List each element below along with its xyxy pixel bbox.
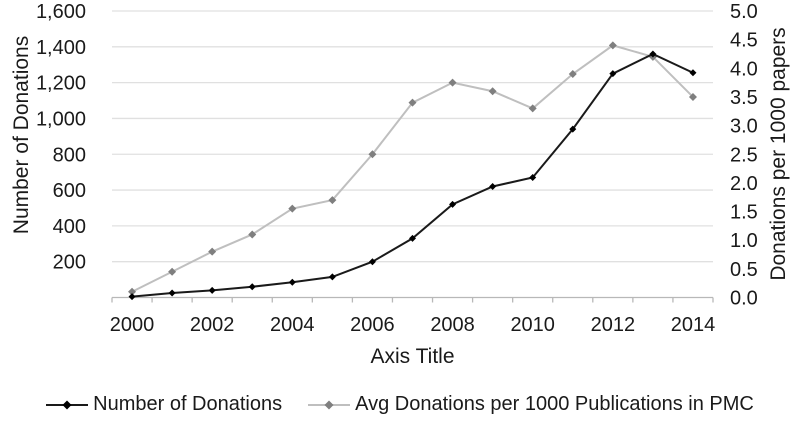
svg-text:3.5: 3.5 xyxy=(730,87,758,109)
legend-item-2: Avg Donations per 1000 Publications in P… xyxy=(308,393,754,416)
svg-text:200: 200 xyxy=(53,252,86,274)
svg-text:4.5: 4.5 xyxy=(730,30,758,52)
right-axis-title: Donations per 1000 papers xyxy=(767,27,790,281)
legend-item-label: Avg Donations per 1000 Publications in P… xyxy=(355,393,754,415)
svg-text:1,600: 1,600 xyxy=(36,1,86,23)
svg-text:3.0: 3.0 xyxy=(730,116,758,138)
svg-text:600: 600 xyxy=(53,180,86,202)
svg-text:1.5: 1.5 xyxy=(730,202,758,224)
legend-marker-icon xyxy=(46,400,89,409)
svg-text:2.5: 2.5 xyxy=(730,144,758,166)
left-axis-title: Number of Donations xyxy=(10,35,33,235)
svg-text:2002: 2002 xyxy=(190,314,235,336)
series-layer xyxy=(128,41,697,301)
x-axis-title: Axis Title xyxy=(370,345,455,368)
svg-text:1,400: 1,400 xyxy=(36,37,86,59)
svg-text:2000: 2000 xyxy=(110,314,155,336)
svg-text:2.0: 2.0 xyxy=(730,173,758,195)
x-axis-tick-labels: 2000 2002 2004 2006 2008 2010 2012 2014 xyxy=(110,314,715,336)
legend-item-label: Number of Donations xyxy=(93,393,283,415)
left-axis-tick-labels: 200 400 600 800 1,000 1,200 1,400 1,600 xyxy=(36,1,86,274)
svg-text:1.0: 1.0 xyxy=(730,230,758,252)
legend-marker-icon xyxy=(308,400,351,409)
legend: Number of Donations Avg Donations per 100… xyxy=(0,393,800,416)
svg-text:2014: 2014 xyxy=(671,314,716,336)
series-2 xyxy=(128,41,697,296)
svg-text:2008: 2008 xyxy=(430,314,475,336)
svg-text:800: 800 xyxy=(53,144,86,166)
svg-text:0.0: 0.0 xyxy=(730,288,758,310)
svg-text:1,000: 1,000 xyxy=(36,108,86,130)
svg-text:0.5: 0.5 xyxy=(730,259,758,281)
svg-text:2012: 2012 xyxy=(591,314,636,336)
svg-text:1,200: 1,200 xyxy=(36,73,86,95)
right-axis-tick-labels: 0.0 0.5 1.0 1.5 2.0 2.5 3.0 3.5 4.0 4.5 5.0 xyxy=(730,1,758,310)
svg-text:2004: 2004 xyxy=(270,314,315,336)
x-axis-line xyxy=(111,296,714,303)
gridlines xyxy=(112,10,713,263)
legend-item-1: Number of Donations xyxy=(46,393,282,416)
svg-text:5.0: 5.0 xyxy=(730,1,758,23)
series-1 xyxy=(128,50,697,301)
svg-text:400: 400 xyxy=(53,216,86,238)
svg-text:2010: 2010 xyxy=(510,314,555,336)
svg-text:4.0: 4.0 xyxy=(730,58,758,80)
svg-text:2006: 2006 xyxy=(350,314,395,336)
